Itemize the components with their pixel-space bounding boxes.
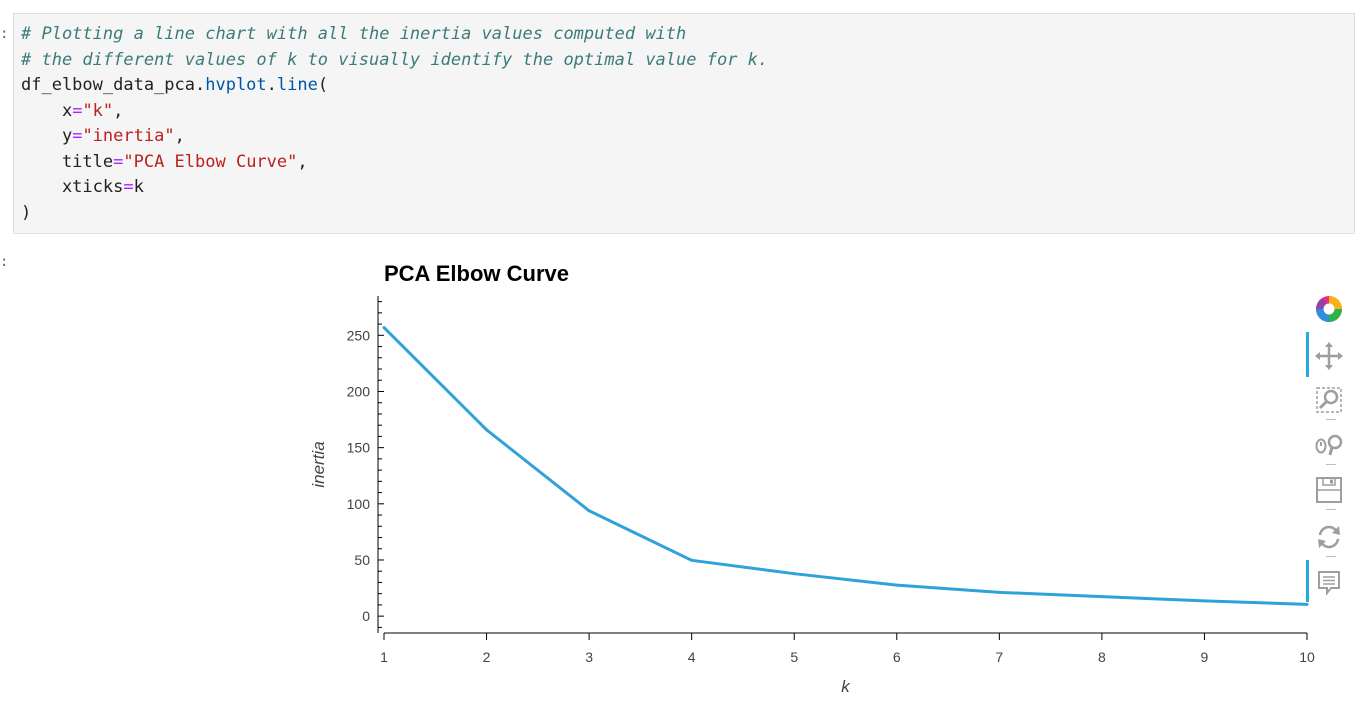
x-tick-label: 9	[1201, 649, 1209, 665]
reset-tool-button[interactable]	[1306, 520, 1352, 554]
code-line: xticks=k	[21, 175, 768, 201]
x-tick-label: 2	[483, 649, 491, 665]
code-token: # Plotting a line chart with all the ine…	[21, 24, 687, 44]
code-token: "PCA Elbow Curve"	[123, 151, 298, 172]
x-tick-label: 5	[790, 649, 798, 665]
code-cell[interactable]: # Plotting a line chart with all the ine…	[13, 13, 1355, 234]
data-point	[792, 572, 796, 576]
toolbar-separator	[1326, 509, 1336, 510]
save-tool-icon	[1316, 477, 1342, 503]
x-tick-label: 4	[688, 649, 696, 665]
x-tick-label: 10	[1299, 649, 1315, 665]
output-prompt: :	[0, 254, 9, 270]
y-tick-label: 0	[362, 608, 370, 624]
code-line: # the different values of k to visually …	[21, 48, 768, 74]
code-token: "inertia"	[82, 126, 175, 146]
code-token: ,	[174, 126, 185, 146]
code-token: # the different values of k to visually …	[21, 49, 769, 70]
code-token: )	[21, 202, 32, 223]
bokeh-logo-icon	[1316, 296, 1342, 322]
code-token: .	[266, 75, 277, 95]
code-token: =	[123, 177, 134, 197]
data-point	[1202, 599, 1206, 603]
code-token: title	[21, 151, 114, 172]
wheel-zoom-tool-button[interactable]	[1306, 428, 1352, 462]
bokeh-logo-button[interactable]	[1306, 292, 1352, 326]
x-tick-label: 6	[893, 649, 901, 665]
toolbar-separator	[1326, 464, 1336, 465]
code-token: y	[21, 126, 73, 146]
data-point	[485, 428, 489, 432]
data-point	[1305, 602, 1309, 606]
code-token: x	[21, 100, 73, 121]
box-zoom-tool-icon	[1316, 387, 1342, 413]
code-token: =	[72, 100, 83, 121]
toolbar-separator	[1326, 419, 1336, 420]
y-tick-label: 100	[347, 496, 371, 512]
box-zoom-tool-button[interactable]	[1306, 383, 1352, 417]
code-token: hvplot	[205, 75, 267, 95]
code-token: ,	[113, 100, 124, 121]
code-token: line	[276, 75, 318, 95]
code-editor[interactable]: # Plotting a line chart with all the ine…	[21, 22, 768, 226]
input-prompt: :	[0, 26, 9, 42]
x-tick-label: 7	[995, 649, 1003, 665]
y-tick-label: 200	[347, 383, 371, 399]
code-line: y="inertia",	[21, 124, 768, 150]
save-tool-button[interactable]	[1306, 473, 1352, 507]
code-line: title="PCA Elbow Curve",	[21, 150, 768, 176]
x-tick-label: 3	[585, 649, 593, 665]
active-tool-indicator	[1306, 332, 1309, 377]
code-token: "k"	[82, 100, 114, 121]
wheel-zoom-tool-icon	[1315, 434, 1343, 456]
active-tool-indicator	[1306, 560, 1309, 602]
chart-output: 0 50 100 150 200 250 1 2 3 4 5 6 7 8 9 10 k inertia PCA E…	[0, 240, 1355, 702]
reset-tool-icon	[1318, 525, 1340, 549]
code-line: x="k",	[21, 99, 768, 125]
code-line: # Plotting a line chart with all the ine…	[21, 22, 768, 48]
code-token: xticks	[21, 177, 124, 197]
data-point	[690, 558, 694, 562]
code-line: df_elbow_data_pca.hvplot.line(	[21, 73, 768, 99]
data-point	[1100, 595, 1104, 599]
y-tick-label: 50	[354, 552, 370, 568]
y-tick-label: 250	[347, 327, 371, 343]
pan-tool-button[interactable]	[1306, 339, 1352, 373]
y-tick-label: 150	[347, 440, 371, 456]
data-point	[382, 326, 386, 330]
data-point	[587, 509, 591, 513]
x-axis-label: k	[841, 677, 851, 696]
code-token: (	[317, 75, 329, 95]
code-token: =	[72, 126, 83, 146]
toolbar-separator	[1326, 556, 1336, 557]
hover-tool-icon	[1318, 571, 1340, 596]
x-tick-label: 8	[1098, 649, 1106, 665]
code-token: k	[133, 177, 144, 197]
hover-tool-button[interactable]	[1306, 566, 1352, 600]
y-axis-label: inertia	[309, 441, 328, 487]
series-line	[382, 326, 1308, 606]
code-token: df_elbow_data_pca.	[21, 75, 206, 95]
data-point	[895, 583, 899, 587]
code-token: =	[113, 151, 124, 172]
line-chart[interactable]: 0 50 100 150 200 250 1 2 3 4 5 6 7 8 9 10 k inertia	[0, 240, 1355, 702]
data-point	[997, 590, 1001, 594]
chart-title: PCA Elbow Curve	[384, 261, 569, 286]
pan-tool-icon	[1315, 342, 1343, 370]
code-token: ,	[297, 151, 308, 172]
code-line: )	[21, 201, 768, 227]
x-tick-label: 1	[380, 649, 388, 665]
plot-toolbar	[1306, 292, 1352, 602]
